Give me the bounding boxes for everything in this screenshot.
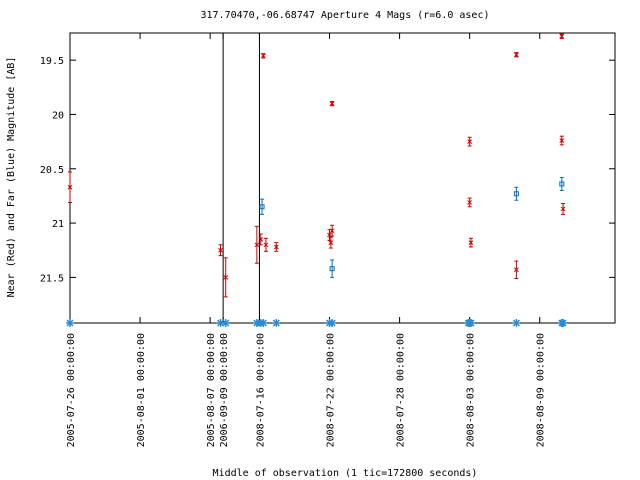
vertical-lines xyxy=(222,33,260,323)
marker-x-b xyxy=(468,240,474,245)
baseline-marker-5 xyxy=(259,319,268,327)
x-tick-label-8: 2008-08-09 00:00:00 xyxy=(536,333,547,447)
chart-title: 317.70470,-06.68747 Aperture 4 Mags (r=6… xyxy=(201,10,490,21)
baseline-marker-0 xyxy=(66,319,74,327)
baseline-marker-6 xyxy=(272,319,281,327)
baseline-marker-12 xyxy=(512,319,521,327)
y-tick-label-1: 20 xyxy=(52,110,64,121)
baseline-marker-8 xyxy=(328,319,337,327)
x-tick-label-1: 2005-08-01 00:00:00 xyxy=(136,333,147,447)
marker-square xyxy=(513,191,519,197)
data-point-s1-3 xyxy=(559,176,565,191)
x-tick-label-6: 2008-07-28 00:00:00 xyxy=(396,333,407,447)
plot-frame xyxy=(69,32,616,324)
star-d2 xyxy=(559,319,567,327)
x-tick-label-7: 2008-08-03 00:00:00 xyxy=(466,333,477,447)
y-tick-label-3: 21 xyxy=(52,219,64,230)
y-axis-label: Near (Red) and Far (Blue) Magnitude [AB] xyxy=(6,57,17,298)
marker-square xyxy=(329,266,335,272)
data-point-s1-2 xyxy=(513,186,519,201)
marker-x-b xyxy=(328,240,334,245)
y-ticks: 19.5 20 20.5 21 21.5 xyxy=(40,56,615,284)
marker-x-b xyxy=(560,206,566,212)
x-tick-label-3: 2006-09-09 00:00:00 xyxy=(219,333,230,447)
marker-x-b xyxy=(467,200,473,205)
star-d2 xyxy=(222,319,230,327)
marker-x-b xyxy=(263,242,269,248)
marker-x-b xyxy=(514,267,519,273)
data-point-s0-19 xyxy=(560,203,566,215)
data-point-s0-3 xyxy=(254,225,260,264)
y-tick-label-4: 21.5 xyxy=(40,273,64,284)
star-d2 xyxy=(467,319,475,327)
marker-x-b xyxy=(327,232,332,238)
data-point-s0-15 xyxy=(514,52,519,58)
marker-x-b xyxy=(559,138,565,143)
y-tick-label-2: 20.5 xyxy=(40,165,64,176)
data-point-s0-0 xyxy=(67,171,73,203)
data-point-s0-6 xyxy=(263,237,269,252)
x-axis-label: Middle of observation (1 tic=172800 seco… xyxy=(213,468,478,479)
marker-x-b xyxy=(467,139,473,144)
baseline-marker-2 xyxy=(221,319,230,327)
data-point-s0-13 xyxy=(467,197,473,208)
star-d2 xyxy=(216,319,225,327)
marker-x-b xyxy=(559,33,565,39)
data-point-s1-0 xyxy=(259,198,265,215)
y-tick-label-0: 19.5 xyxy=(40,56,64,67)
data-point-s0-1 xyxy=(218,244,223,257)
x-tick-label-5: 2008-07-22 00:00:00 xyxy=(326,333,337,447)
data-point-s0-18 xyxy=(559,135,565,146)
data-point-s0-9 xyxy=(328,236,334,249)
data-point-s0-11 xyxy=(329,100,335,107)
marker-square xyxy=(259,204,265,210)
x-tick-label-4: 2008-07-16 00:00:00 xyxy=(255,333,266,447)
marker-x-b xyxy=(273,244,279,250)
baseline-markers xyxy=(66,319,568,327)
x-ticks: 2005-07-26 00:00:00 2005-08-01 00:00:00 20… xyxy=(66,33,547,447)
data-point-s0-5 xyxy=(260,53,266,59)
data-point-s0-4 xyxy=(258,233,264,246)
data-point-s0-16 xyxy=(514,260,519,279)
data-point-s0-2 xyxy=(223,257,229,298)
marker-x-b xyxy=(258,237,264,242)
star-d2 xyxy=(66,319,74,327)
data-point-s0-17 xyxy=(559,33,565,39)
marker-x-b xyxy=(260,53,266,59)
star-d2 xyxy=(272,319,280,327)
star-d2 xyxy=(512,319,520,327)
marker-x-b xyxy=(329,228,335,234)
marker-x-b xyxy=(329,101,335,106)
data-point-s0-7 xyxy=(273,242,279,252)
x-tick-label-0: 2005-07-26 00:00:00 xyxy=(66,333,77,447)
marker-x-b xyxy=(67,184,73,190)
data-point-s0-14 xyxy=(468,237,474,248)
star-d2 xyxy=(328,319,336,327)
baseline-marker-11 xyxy=(466,319,475,327)
marker-square xyxy=(559,181,565,187)
marker-x-b xyxy=(218,247,223,253)
x-tick-label-2: 2005-08-07 00:00:00 xyxy=(206,333,217,447)
marker-x-b xyxy=(223,275,229,280)
data-series xyxy=(67,33,566,298)
baseline-marker-14 xyxy=(559,319,568,327)
marker-x-b xyxy=(254,242,260,248)
data-point-s1-1 xyxy=(329,259,335,278)
data-point-s0-10 xyxy=(329,224,335,237)
star-d2 xyxy=(259,319,267,327)
data-point-s0-12 xyxy=(467,136,473,147)
marker-x-b xyxy=(514,52,519,58)
